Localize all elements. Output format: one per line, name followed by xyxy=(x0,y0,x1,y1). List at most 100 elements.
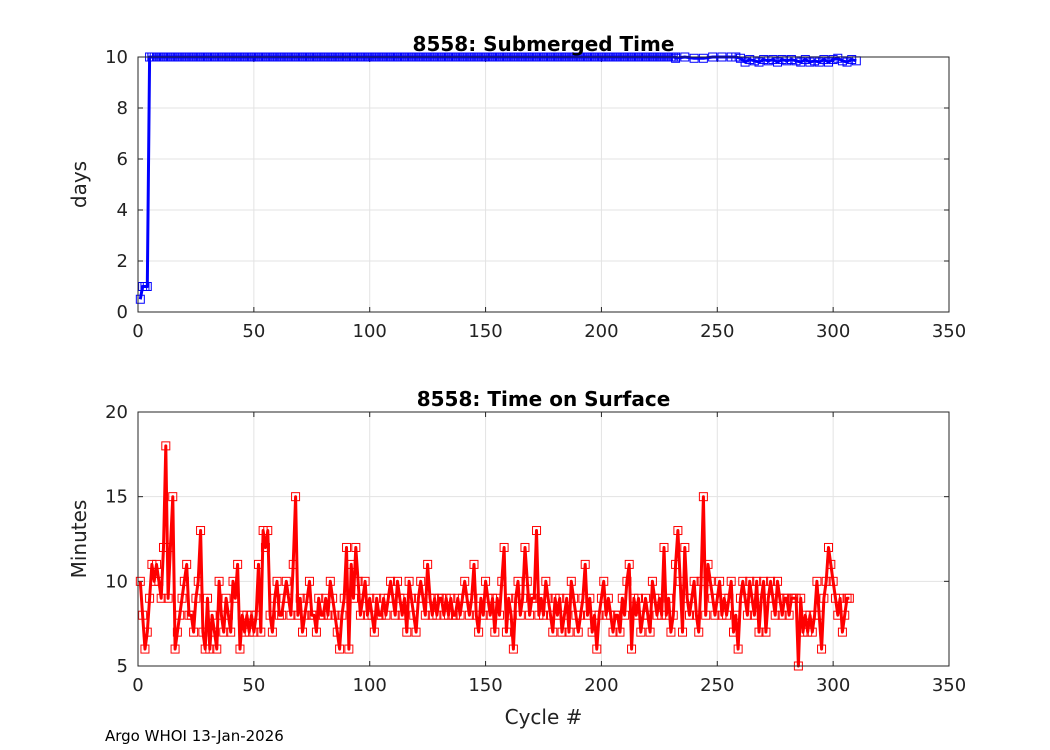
data-point xyxy=(253,559,263,569)
data-point xyxy=(654,593,664,603)
data-point xyxy=(629,593,639,603)
chart-submerged-time: 0 50 100 150 200 250 300 350 0 2 4 6 8 10 8558: Subme… xyxy=(67,32,966,342)
data-point xyxy=(698,492,708,502)
data-point xyxy=(599,576,609,586)
chart-surface-time: 0 50 100 150 200 250 300 350 5 10 15 20 8558: Time … xyxy=(67,387,966,729)
data-point xyxy=(810,610,820,620)
data-point xyxy=(293,610,303,620)
data-point xyxy=(362,610,372,620)
x-tick-label: 0 xyxy=(132,321,143,342)
data-point xyxy=(186,610,196,620)
chart-title: 8558: Submerged Time xyxy=(413,32,675,56)
data-point xyxy=(735,593,745,603)
tick-labels: 0 50 100 150 200 250 300 350 0 2 4 6 8 10 xyxy=(105,47,966,342)
data-point xyxy=(179,576,189,586)
data-point xyxy=(494,610,504,620)
y-tick-label: 4 xyxy=(117,200,128,221)
plot-frame xyxy=(137,411,950,667)
data-point xyxy=(724,593,734,603)
data-point xyxy=(596,593,606,603)
data-point xyxy=(747,593,757,603)
y-tick-label: 10 xyxy=(105,571,128,592)
data-point xyxy=(536,593,546,603)
series-line xyxy=(138,55,857,300)
data-point xyxy=(335,644,345,654)
data-point xyxy=(300,610,310,620)
data-point xyxy=(439,610,449,620)
data-point xyxy=(761,627,771,637)
data-point xyxy=(807,627,817,637)
data-point xyxy=(348,593,358,603)
data-point xyxy=(640,593,650,603)
data-point xyxy=(684,610,694,620)
data-point xyxy=(397,610,407,620)
data-point xyxy=(842,57,852,67)
data-point xyxy=(409,610,419,620)
data-point xyxy=(214,576,224,586)
data-point xyxy=(513,576,523,586)
data-point xyxy=(230,593,240,603)
data-point xyxy=(740,57,750,67)
data-point xyxy=(740,593,750,603)
data-point xyxy=(777,55,787,65)
plot-frame xyxy=(137,56,950,313)
y-axis-label: Minutes xyxy=(67,500,91,579)
data-point xyxy=(784,610,794,620)
data-point xyxy=(719,593,729,603)
data-point xyxy=(145,593,155,603)
data-point xyxy=(671,559,681,569)
data-point xyxy=(613,610,623,620)
data-point xyxy=(754,57,764,67)
data-point xyxy=(541,576,551,586)
data-point xyxy=(476,593,486,603)
data-point xyxy=(805,610,815,620)
data-point xyxy=(773,57,783,67)
data-point xyxy=(501,627,511,637)
data-point xyxy=(242,610,252,620)
data-point xyxy=(365,593,375,603)
data-point xyxy=(423,559,433,569)
data-point xyxy=(569,593,579,603)
data-point xyxy=(824,542,834,552)
data-point xyxy=(437,593,447,603)
data-point xyxy=(163,593,173,603)
data-point xyxy=(661,610,671,620)
data-point xyxy=(323,610,333,620)
data-point xyxy=(200,644,210,654)
data-point xyxy=(474,627,484,637)
series-surface xyxy=(135,441,854,671)
data-point xyxy=(492,593,502,603)
data-point xyxy=(571,610,581,620)
data-point xyxy=(752,576,762,586)
data-point xyxy=(411,627,421,637)
data-point xyxy=(228,576,238,586)
data-point xyxy=(450,610,460,620)
data-point xyxy=(156,593,166,603)
chart-title: 8558: Time on Surface xyxy=(417,387,671,411)
x-tick-label: 0 xyxy=(132,675,143,696)
data-point xyxy=(525,610,535,620)
data-point xyxy=(638,610,648,620)
x-tick-label: 350 xyxy=(932,675,966,696)
data-point xyxy=(835,593,845,603)
data-point xyxy=(205,644,215,654)
data-point xyxy=(404,576,414,586)
data-point xyxy=(425,593,435,603)
data-point xyxy=(263,526,273,536)
data-point xyxy=(601,610,611,620)
data-point xyxy=(256,627,266,637)
data-point xyxy=(390,610,400,620)
data-point xyxy=(182,559,192,569)
data-point xyxy=(325,576,335,586)
data-point xyxy=(395,593,405,603)
data-point xyxy=(288,559,298,569)
data-point xyxy=(140,644,150,654)
data-point xyxy=(430,593,440,603)
data-point xyxy=(302,593,312,603)
data-point xyxy=(237,610,247,620)
data-point xyxy=(837,627,847,637)
data-point xyxy=(499,542,509,552)
data-point xyxy=(701,610,711,620)
data-point xyxy=(177,593,187,603)
data-point xyxy=(545,610,555,620)
